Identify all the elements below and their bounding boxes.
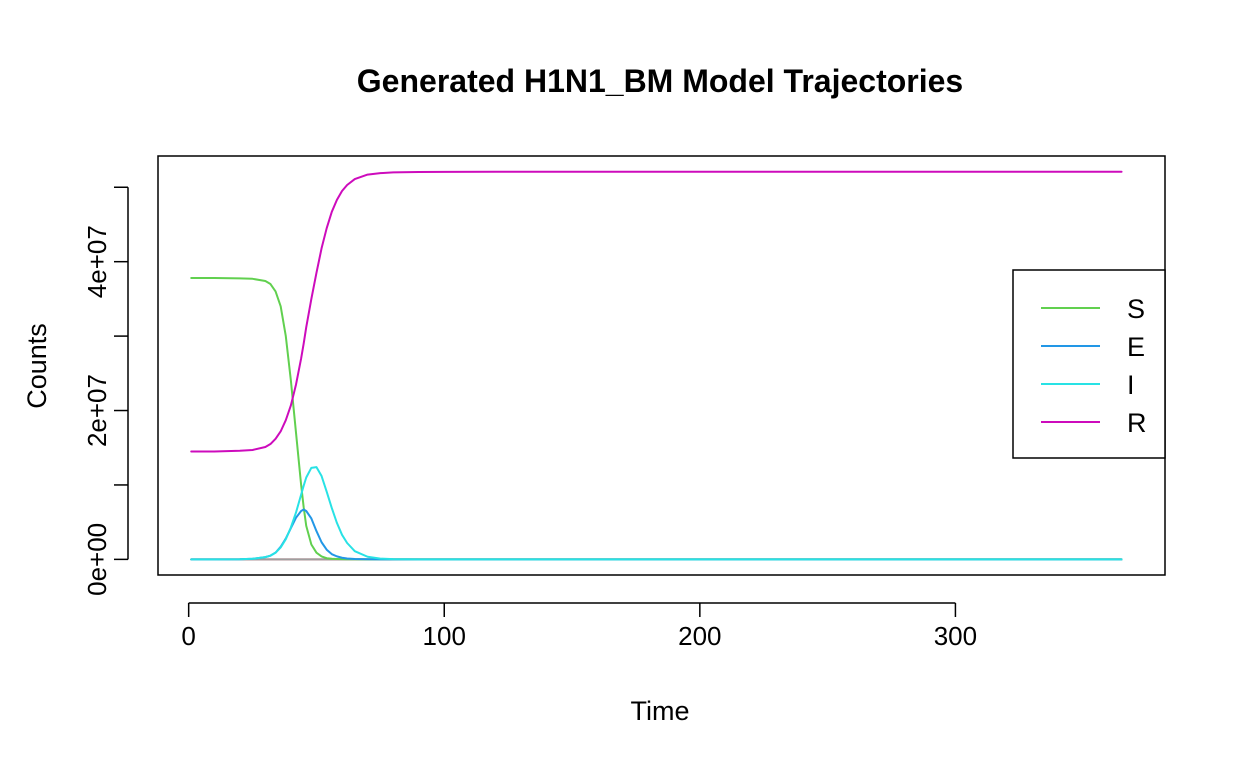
legend-label-e: E	[1127, 332, 1145, 362]
legend-label-s: S	[1127, 294, 1145, 324]
x-tick-label: 100	[423, 621, 466, 651]
x-axis-label: Time	[631, 696, 690, 726]
x-tick-label: 200	[678, 621, 721, 651]
legend-box	[1012, 269, 1166, 459]
axes-layer: 0 100 200 300 0e+00 2e+07 4e+07	[82, 155, 1166, 651]
series-line-r	[190, 170, 1123, 453]
x-tick-label: 0	[181, 621, 195, 651]
plot-layer	[190, 170, 1123, 561]
y-tick-label: 0e+00	[82, 523, 112, 596]
y-tick-label: 2e+07	[82, 374, 112, 447]
series-line-e	[190, 508, 1123, 561]
legend-label-r: R	[1127, 408, 1147, 438]
x-tick-label: 300	[934, 621, 977, 651]
y-axis-label: Counts	[22, 323, 52, 409]
y-tick-label: 4e+07	[82, 225, 112, 298]
series-line-i	[190, 466, 1123, 561]
chart-title: Generated H1N1_BM Model Trajectories	[357, 63, 963, 99]
legend-label-i: I	[1127, 370, 1135, 400]
series-line-s	[190, 277, 1123, 561]
